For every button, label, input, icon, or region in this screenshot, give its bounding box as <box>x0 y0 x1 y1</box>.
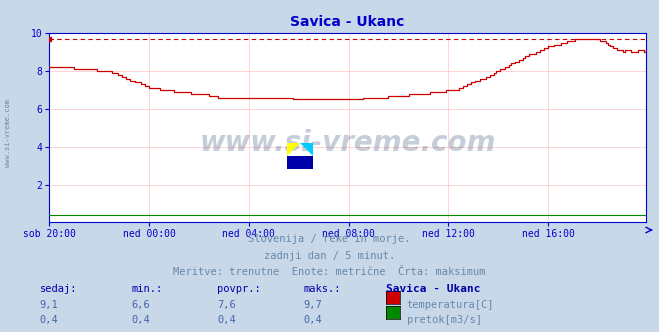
Text: 7,6: 7,6 <box>217 300 236 310</box>
Text: 0,4: 0,4 <box>40 315 58 325</box>
Text: www.si-vreme.com: www.si-vreme.com <box>200 129 496 157</box>
Title: Savica - Ukanc: Savica - Ukanc <box>291 15 405 29</box>
Text: zadnji dan / 5 minut.: zadnji dan / 5 minut. <box>264 251 395 261</box>
Text: 0,4: 0,4 <box>132 315 150 325</box>
Text: pretok[m3/s]: pretok[m3/s] <box>407 315 482 325</box>
Text: povpr.:: povpr.: <box>217 284 261 294</box>
Text: 9,7: 9,7 <box>303 300 322 310</box>
Text: www.si-vreme.com: www.si-vreme.com <box>5 99 11 167</box>
Polygon shape <box>287 156 313 169</box>
Text: 9,1: 9,1 <box>40 300 58 310</box>
Text: sedaj:: sedaj: <box>40 284 77 294</box>
Text: min.:: min.: <box>132 284 163 294</box>
Polygon shape <box>300 143 313 156</box>
Text: temperatura[C]: temperatura[C] <box>407 300 494 310</box>
Text: 0,4: 0,4 <box>217 315 236 325</box>
Text: Slovenija / reke in morje.: Slovenija / reke in morje. <box>248 234 411 244</box>
Text: Savica - Ukanc: Savica - Ukanc <box>386 284 480 294</box>
Text: 6,6: 6,6 <box>132 300 150 310</box>
Text: Meritve: trenutne  Enote: metrične  Črta: maksimum: Meritve: trenutne Enote: metrične Črta: … <box>173 267 486 277</box>
Text: 0,4: 0,4 <box>303 315 322 325</box>
Polygon shape <box>287 143 300 156</box>
Text: maks.:: maks.: <box>303 284 341 294</box>
